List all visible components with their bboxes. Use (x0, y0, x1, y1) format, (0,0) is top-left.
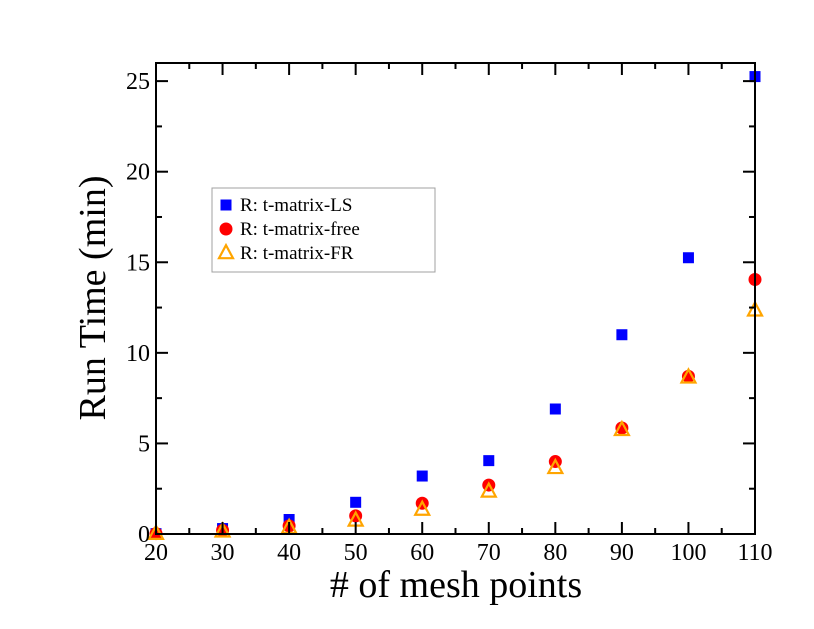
legend-marker (219, 222, 233, 236)
legend-marker (220, 199, 232, 211)
data-point (613, 419, 631, 437)
series-triangle (147, 300, 764, 540)
data-point (350, 496, 362, 508)
y-tick-label: 25 (126, 69, 150, 95)
x-tick-label: 60 (410, 540, 434, 566)
legend-label: R: t-matrix-LS (240, 195, 352, 216)
legend-marker (217, 242, 235, 260)
series-circle (149, 272, 762, 541)
data-point (479, 481, 498, 498)
x-tick-label: 90 (610, 540, 634, 566)
data-point (416, 470, 428, 482)
y-tick-label: 15 (126, 250, 150, 276)
x-tick-label: 40 (277, 540, 301, 566)
data-point (615, 421, 629, 435)
legend-label: R: t-matrix-free (240, 219, 360, 240)
legend-label: R: t-matrix-FR (240, 243, 354, 264)
y-tick-label: 10 (126, 341, 150, 367)
x-tick-label: 50 (344, 540, 368, 566)
data-point (413, 499, 432, 516)
x-tick-label: 70 (477, 540, 501, 566)
y-tick-label: 0 (138, 522, 150, 548)
x-tick-label: 20 (144, 540, 168, 566)
data-point (679, 367, 698, 384)
y-tick-label: 20 (126, 160, 150, 186)
plot-area (147, 71, 764, 541)
legend: R: t-matrix-LS R: t-matrix-free R: t-matri… (211, 187, 436, 273)
x-tick-label: 100 (670, 540, 706, 566)
data-point (681, 369, 695, 383)
y-tick-label: 5 (138, 431, 150, 457)
y-axis-label: Run Time (min) (72, 176, 114, 421)
series-square (150, 71, 761, 540)
x-tick-label: 110 (737, 540, 772, 566)
x-axis-label: # of mesh points (330, 564, 582, 606)
data-point (483, 455, 495, 467)
plot-frame (155, 62, 756, 535)
data-point (682, 252, 694, 264)
axis-ticks: 20 30 40 50 60 70 80 90 100 110 0 5 10 15 20 25 (126, 63, 773, 566)
legend-box (211, 187, 436, 273)
data-point (147, 523, 165, 540)
data-point (549, 403, 561, 415)
x-tick-label: 80 (543, 540, 567, 566)
data-point (616, 329, 628, 341)
data-point (213, 521, 232, 538)
x-tick-label: 30 (211, 540, 235, 566)
data-point (546, 457, 565, 475)
